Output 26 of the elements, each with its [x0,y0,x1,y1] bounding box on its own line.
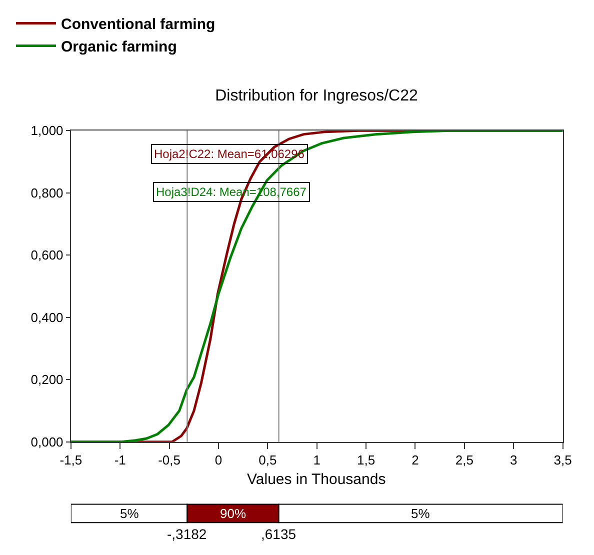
text: -,3182 [167,526,207,542]
text: ,6135 [261,526,296,542]
y-tick-label: 1,000 [30,123,64,138]
x-tick-label: 3,5 [554,452,572,468]
x-tick-label: 0,5 [258,452,277,468]
x-axis-title: Values in Thousands [247,471,386,488]
x-tick-label: 1,5 [356,452,376,468]
legend-label: Organic farming [61,38,177,56]
x-tick-label: 2,5 [455,452,474,468]
y-tick-label: 0,600 [30,248,64,263]
x-tick-label: 3 [510,452,518,468]
y-tick-label: 0,400 [30,310,64,325]
y-tick-label: 0,200 [30,372,64,388]
text: 5% [411,506,430,521]
chart-title: Distribution for Ingresos/C22 [215,88,418,105]
x-tick-label: 0 [214,452,222,468]
x-tick-label: 1 [313,452,320,468]
y-tick-label: 0,800 [30,185,64,200]
y-tick-label: 0,000 [30,434,64,450]
text: 90% [220,506,246,521]
x-tick-label: 2 [412,452,419,468]
x-tick-label: -1 [114,452,126,468]
legend-label: Conventional farming [61,16,216,34]
x-tick-label: -1,5 [60,452,82,468]
x-tick-label: -0,5 [158,452,180,468]
text: 5% [120,506,140,521]
